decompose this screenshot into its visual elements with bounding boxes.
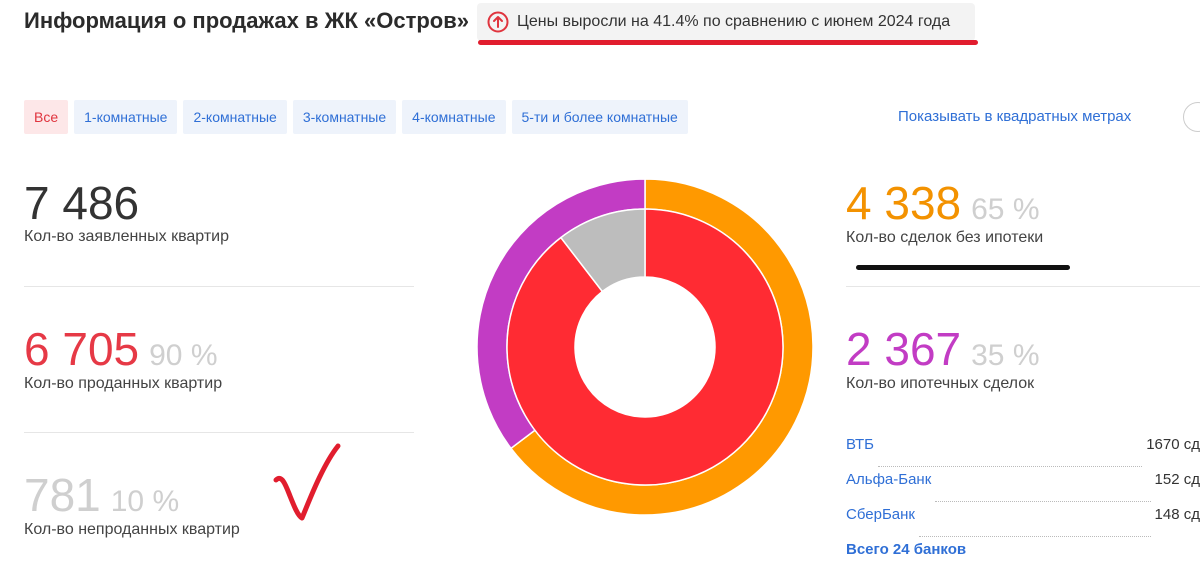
room-filter-tabs: Все 1-комнатные 2-комнатные 3-комнатные … — [24, 100, 688, 134]
dotted-leader — [935, 471, 1151, 502]
bank-deals: 152 сд — [1154, 471, 1200, 488]
banks-total-link[interactable]: Всего 24 банков — [846, 541, 967, 558]
bank-deals: 1670 сд — [1146, 436, 1200, 453]
black-underline-annotation — [856, 265, 1070, 270]
bank-deals: 148 сд — [1154, 506, 1200, 523]
sqm-toggle-switch[interactable] — [1183, 102, 1200, 132]
tab-3-room[interactable]: 3-комнатные — [292, 100, 397, 134]
dotted-leader — [918, 506, 1151, 537]
stat-unsold-label: Кол-во непроданных квартир — [24, 521, 240, 538]
tab-5-plus-room[interactable]: 5-ти и более комнатные — [511, 100, 688, 134]
stat-sold: 6 705 90 % Кол-во проданных квартир — [24, 326, 222, 393]
divider — [846, 286, 1200, 287]
stat-unsold: 781 10 % Кол-во непроданных квартир — [24, 472, 240, 539]
stat-no-mortgage-label: Кол-во сделок без ипотеки — [846, 229, 1044, 246]
stat-no-mortgage-percent: 65 % — [971, 193, 1040, 226]
bank-name[interactable]: ВТБ — [846, 436, 875, 453]
tab-all[interactable]: Все — [24, 100, 69, 134]
stat-sold-value: 6 705 — [24, 323, 140, 375]
stat-declared-label: Кол-во заявленных квартир — [24, 228, 230, 245]
divider — [24, 432, 414, 433]
inner-ring-slice-0 — [506, 208, 784, 486]
stat-sold-percent: 90 % — [149, 339, 218, 372]
stat-declared: 7 486 Кол-во заявленных квартир — [24, 180, 229, 246]
red-checkmark-annotation — [273, 443, 341, 521]
bank-row: ВТБ 1670 сд — [846, 436, 1200, 471]
stat-mortgage: 2 367 35 % Кол-во ипотечных сделок — [846, 326, 1040, 393]
arrow-up-circle-icon — [487, 11, 509, 33]
stat-unsold-value: 781 — [24, 469, 101, 521]
red-underline-annotation — [478, 40, 978, 45]
bank-name[interactable]: СберБанк — [846, 506, 915, 523]
tab-2-room[interactable]: 2-комнатные — [183, 100, 287, 134]
stat-mortgage-percent: 35 % — [971, 339, 1040, 372]
sqm-toggle-label[interactable]: Показывать в квадратных метрах — [898, 108, 1132, 125]
inner-ring-slice-1 — [559, 208, 646, 293]
stat-mortgage-value: 2 367 — [846, 323, 962, 375]
dotted-leader — [878, 436, 1143, 467]
tab-4-room[interactable]: 4-комнатные — [402, 100, 506, 134]
sales-donut-chart — [476, 178, 814, 516]
stat-unsold-percent: 10 % — [110, 485, 180, 518]
bank-list: ВТБ 1670 сд Альфа-Банк 152 сд СберБанк 1… — [846, 436, 1200, 558]
divider — [24, 286, 414, 287]
price-change-text: Цены выросли на 41.4% по сравнению с июн… — [517, 13, 951, 30]
stat-declared-value: 7 486 — [24, 177, 140, 229]
stat-mortgage-label: Кол-во ипотечных сделок — [846, 375, 1035, 392]
stat-no-mortgage: 4 338 65 % Кол-во сделок без ипотеки — [846, 180, 1043, 247]
tab-1-room[interactable]: 1-комнатные — [74, 100, 178, 134]
bank-row: Альфа-Банк 152 сд — [846, 471, 1200, 506]
stat-no-mortgage-value: 4 338 — [846, 177, 962, 229]
price-change-badge: Цены выросли на 41.4% по сравнению с июн… — [477, 3, 975, 41]
bank-row: СберБанк 148 сд — [846, 506, 1200, 541]
stat-sold-label: Кол-во проданных квартир — [24, 375, 223, 392]
bank-name[interactable]: Альфа-Банк — [846, 471, 932, 488]
page-title: Информация о продажах в ЖК «Остров» — [24, 8, 469, 33]
